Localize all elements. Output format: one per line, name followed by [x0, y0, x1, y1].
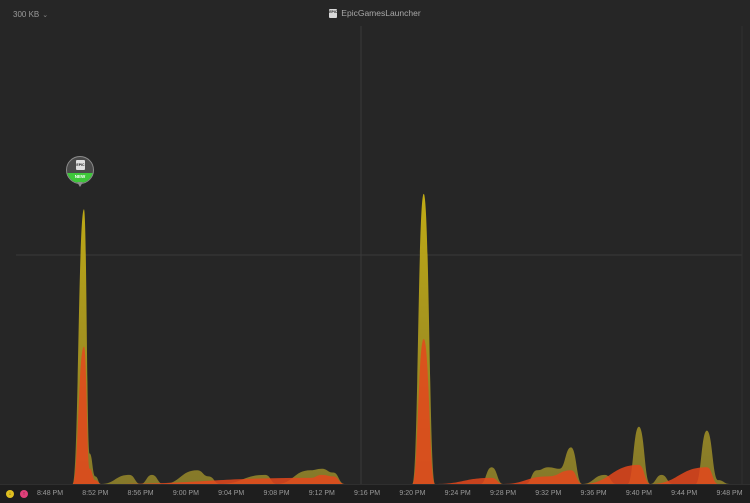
- x-tick-label: 9:16 PM: [354, 490, 380, 497]
- download-legend-dot[interactable]: ↓: [6, 490, 14, 498]
- x-tick-label: 9:08 PM: [263, 490, 289, 497]
- x-tick-label: 8:56 PM: [128, 490, 154, 497]
- marker-pointer: [77, 182, 83, 187]
- download-series-area: [50, 194, 730, 484]
- x-tick-label: 9:36 PM: [581, 490, 607, 497]
- x-tick-label: 9:24 PM: [445, 490, 471, 497]
- app-header: 300 KB ⌄ EPIC EpicGamesLauncher: [0, 0, 750, 26]
- upload-legend-dot[interactable]: ↑: [20, 490, 28, 498]
- app-name: EpicGamesLauncher: [341, 8, 420, 18]
- x-tick-label: 9:32 PM: [535, 490, 561, 497]
- x-tick-label: 9:40 PM: [626, 490, 652, 497]
- epic-games-logo-icon: EPIC: [329, 9, 337, 18]
- upload-series-area: [50, 339, 718, 484]
- x-tick-label: 9:04 PM: [218, 490, 244, 497]
- x-tick-label: 9:00 PM: [173, 490, 199, 497]
- x-tick-label: 9:44 PM: [671, 490, 697, 497]
- x-tick-label: 8:48 PM: [37, 490, 63, 497]
- epic-games-logo-icon: EPIC: [76, 160, 85, 170]
- x-tick-label: 8:52 PM: [82, 490, 108, 497]
- app-event-marker[interactable]: EPIC NEW: [66, 156, 94, 184]
- app-title: EPIC EpicGamesLauncher: [0, 8, 750, 18]
- x-tick-label: 9:48 PM: [716, 490, 742, 497]
- x-tick-label: 9:20 PM: [399, 490, 425, 497]
- x-tick-label: 9:12 PM: [309, 490, 335, 497]
- timeline-axis: ↓ ↑ 8:48 PM 8:52 PM 8:56 PM 9:00 PM 9:04 PM 9:…: [0, 484, 750, 503]
- x-tick-label: 9:28 PM: [490, 490, 516, 497]
